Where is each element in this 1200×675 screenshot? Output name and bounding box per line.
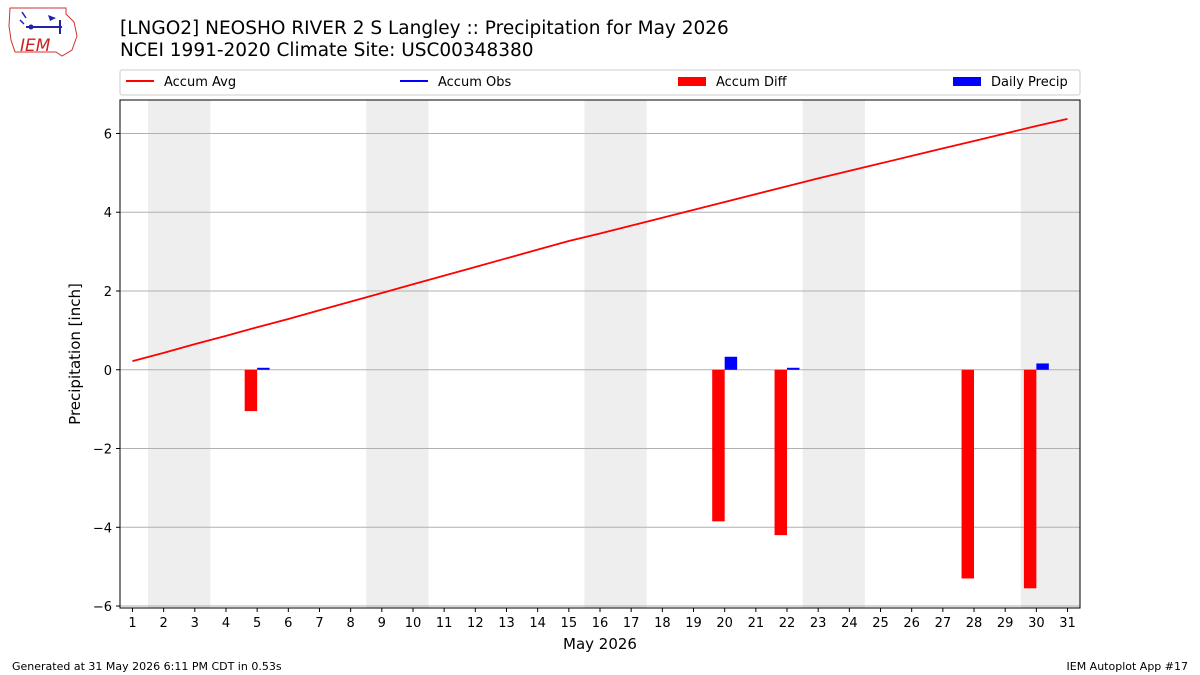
generated-footer: Generated at 31 May 2026 6:11 PM CDT in … — [12, 660, 282, 673]
y-tick-label: −4 — [93, 521, 112, 536]
weekend-band-2 — [584, 100, 647, 608]
daily-precip-bar — [724, 356, 738, 370]
y-tick-label: 2 — [104, 285, 112, 300]
accum-diff-bar — [712, 369, 725, 522]
legend-swatch-daily-precip — [953, 77, 981, 86]
y-tick-label: 0 — [104, 364, 112, 379]
x-tick-label: 18 — [654, 616, 671, 631]
legend-swatch-accum-diff — [678, 77, 706, 86]
x-tick-label: 10 — [405, 616, 422, 631]
x-tick-label: 7 — [315, 616, 323, 631]
x-tick-label: 19 — [685, 616, 702, 631]
x-tick-label: 1 — [128, 616, 136, 631]
x-tick-label: 29 — [997, 616, 1014, 631]
legend-box — [119, 69, 1081, 96]
y-tick-label: 6 — [104, 127, 112, 142]
x-tick-label: 16 — [592, 616, 609, 631]
x-tick-label: 21 — [748, 616, 765, 631]
x-tick-label: 24 — [841, 616, 858, 631]
accum-avg-line — [132, 118, 1068, 362]
x-axis-label: May 2026 — [563, 635, 637, 653]
x-tick-label: 5 — [253, 616, 261, 631]
legend: Accum Avg Accum Obs Accum Diff Daily Precip — [119, 69, 1081, 96]
legend-label-accum-avg: Accum Avg — [164, 75, 236, 90]
x-tick-label: 26 — [903, 616, 920, 631]
iem-logo: IEM — [8, 7, 78, 57]
x-tick-label: 28 — [966, 616, 983, 631]
grid-lines — [120, 132, 1080, 607]
x-tick-label: 4 — [222, 616, 230, 631]
y-tick-label: −6 — [93, 600, 112, 615]
legend-label-accum-diff: Accum Diff — [716, 75, 788, 90]
x-tick-label: 14 — [529, 616, 546, 631]
daily-precip-bar — [787, 367, 800, 370]
weekend-band-1 — [366, 100, 429, 608]
chart-title: [LNGO2] NEOSHO RIVER 2 S Langley :: Prec… — [120, 18, 729, 39]
app-footer: IEM Autoplot App #17 — [1066, 660, 1189, 673]
legend-label-accum-obs: Accum Obs — [438, 75, 511, 90]
y-tick-label: 4 — [104, 206, 112, 221]
y-tick-label: −2 — [93, 443, 112, 458]
logo-text: IEM — [20, 36, 51, 56]
x-tick-label: 2 — [159, 616, 167, 631]
series-lines — [132, 118, 1068, 362]
x-tick-label: 13 — [498, 616, 515, 631]
daily-precip-bar — [1036, 363, 1049, 370]
y-axis-label: Precipitation [inch] — [66, 283, 84, 425]
x-tick-label: 3 — [191, 616, 199, 631]
x-tick-label: 20 — [716, 616, 733, 631]
x-tick-label: 9 — [378, 616, 386, 631]
legend-label-daily-precip: Daily Precip — [991, 75, 1068, 90]
weekend-band-3 — [802, 100, 865, 608]
x-tick-label: 30 — [1028, 616, 1045, 631]
x-axis-ticks: 1 2 3 4 5 6 7 8 9 10 11 12 13 14 15 16 17 18 19 20 21 22 23 24 2… — [128, 608, 1076, 631]
x-tick-label: 27 — [935, 616, 952, 631]
daily-precip-bar — [257, 367, 270, 370]
accum-diff-bar — [774, 369, 788, 536]
x-tick-label: 11 — [436, 616, 453, 631]
x-tick-label: 12 — [467, 616, 484, 631]
accum-diff-bar — [1023, 369, 1037, 589]
accum-diff-bar — [961, 369, 975, 579]
chart-subtitle: NCEI 1991-2020 Climate Site: USC00348380 — [120, 40, 534, 61]
x-tick-label: 17 — [623, 616, 640, 631]
x-tick-label: 15 — [561, 616, 578, 631]
x-tick-label: 31 — [1059, 616, 1076, 631]
x-tick-label: 6 — [284, 616, 292, 631]
accum-diff-bar — [244, 369, 258, 412]
x-tick-label: 8 — [347, 616, 355, 631]
x-tick-label: 23 — [810, 616, 827, 631]
x-tick-label: 22 — [779, 616, 796, 631]
daily-precip-bars — [257, 356, 1049, 370]
weekend-bands — [148, 100, 1080, 608]
accum-diff-bars — [244, 369, 1037, 589]
y-axis-ticks: −6 −4 −2 0 2 4 6 — [93, 127, 120, 615]
x-tick-label: 25 — [872, 616, 889, 631]
